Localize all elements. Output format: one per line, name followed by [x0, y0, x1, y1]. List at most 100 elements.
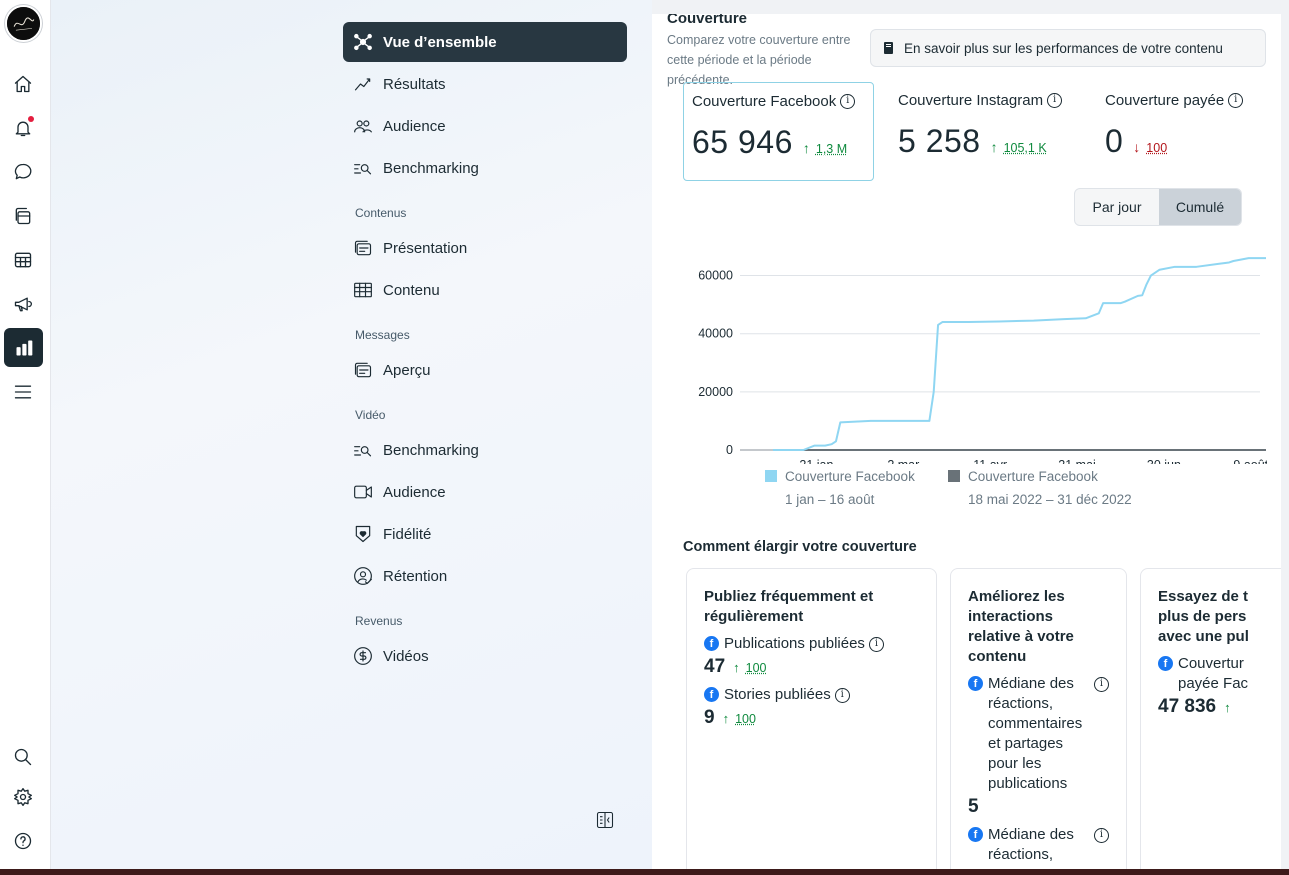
- tip-metric-label: Couvertur payée Fac: [1178, 655, 1249, 692]
- learn-more-button[interactable]: En savoir plus sur les performances de v…: [870, 29, 1266, 67]
- legend-label: Couverture Facebook: [785, 469, 915, 484]
- tip-card-interactions: Améliorez les interactions relative à vo…: [950, 568, 1127, 869]
- metric-paid-reach[interactable]: Couverture payée i 0 ↓ 100: [1097, 82, 1281, 181]
- tip-metric-change: 100: [745, 661, 767, 675]
- nav-item-content[interactable]: Contenu: [343, 270, 627, 310]
- nav-item-label: Aperçu: [383, 361, 431, 379]
- help-icon[interactable]: [8, 826, 38, 856]
- main-content: Couverture Comparez votre couverture ent…: [652, 0, 1289, 869]
- legend-period: 18 mai 2022 – 31 déc 2022: [968, 492, 1132, 507]
- nav-item-retention[interactable]: Rétention: [343, 556, 627, 596]
- coverage-card: Couverture Comparez votre couverture ent…: [652, 14, 1281, 869]
- metric-label: Couverture Instagram: [898, 92, 1044, 109]
- info-icon[interactable]: i: [840, 94, 856, 109]
- info-icon[interactable]: i: [1094, 828, 1109, 843]
- arrow-up-icon: ↑: [990, 139, 998, 155]
- nav-item-audience[interactable]: Audience: [343, 106, 627, 146]
- metric-value: 0: [1105, 123, 1124, 159]
- tip-metric-value: 9: [704, 707, 715, 728]
- bell-icon[interactable]: [8, 113, 38, 143]
- info-icon[interactable]: i: [1094, 677, 1109, 692]
- megaphone-icon[interactable]: [8, 289, 38, 319]
- home-icon[interactable]: [8, 69, 38, 99]
- info-icon[interactable]: i: [834, 688, 850, 703]
- arrow-up-icon: ↑: [722, 711, 730, 726]
- y-tick-label: 40000: [698, 327, 733, 341]
- x-tick-label: 30 jun: [1147, 458, 1181, 464]
- nav-item-label: Rétention: [383, 567, 448, 585]
- metric-label: Couverture payée: [1105, 92, 1225, 109]
- nav-item-label: Audience: [383, 483, 446, 501]
- x-tick-label: 11 avr: [973, 458, 1007, 464]
- info-icon[interactable]: i: [1047, 93, 1063, 108]
- tip-title: Améliorez les interactions relative à vo…: [968, 588, 1074, 665]
- book-icon: [884, 42, 893, 54]
- cards-icon: [353, 238, 373, 258]
- user-check-icon: [353, 566, 373, 586]
- metric-change: 105,1 K: [1003, 141, 1047, 155]
- shield-heart-icon: [353, 524, 373, 544]
- x-tick-label: 9 août: [1233, 458, 1267, 464]
- calendar-table-icon[interactable]: [8, 245, 38, 275]
- nav-item-results[interactable]: Résultats: [343, 64, 627, 104]
- search-icon[interactable]: [8, 742, 38, 772]
- series-line-current: [773, 257, 1266, 451]
- nav-item-presentation[interactable]: Présentation: [343, 228, 627, 268]
- nav-item-label: Vidéos: [383, 647, 429, 665]
- menu-icon[interactable]: [8, 377, 38, 407]
- page-avatar[interactable]: [5, 5, 42, 42]
- tip-metric-change: 100: [735, 712, 756, 726]
- section-video: Vidéo: [355, 408, 386, 422]
- x-tick-label: 21 jan: [799, 458, 833, 464]
- legend-swatch: [948, 470, 960, 482]
- per-day-button[interactable]: Par jour: [1092, 199, 1142, 215]
- metric-instagram-reach[interactable]: Couverture Instagram i 5 258 ↑ 105,1 K: [890, 82, 1085, 181]
- tip-metric-value: 47: [704, 656, 726, 677]
- cumulative-button[interactable]: Cumulé: [1159, 189, 1241, 225]
- settings-icon[interactable]: [8, 782, 38, 812]
- nav-item-label: Benchmarking: [383, 159, 479, 177]
- nav-item-label: Résultats: [383, 75, 446, 93]
- arrow-up-icon: ↑: [802, 140, 810, 156]
- info-icon[interactable]: i: [1228, 93, 1244, 108]
- content-icon[interactable]: [8, 201, 38, 231]
- facebook-icon: f: [1158, 656, 1173, 671]
- metric-facebook-reach[interactable]: Couverture Facebook i 65 946 ↑ 1,3 M: [683, 82, 874, 181]
- metric-change: 1,3 M: [815, 142, 848, 156]
- legend-previous: Couverture Facebook 18 mai 2022 – 31 déc…: [948, 469, 1132, 507]
- section-revenue: Revenus: [355, 614, 403, 628]
- tip-metric-value: 5: [968, 796, 979, 817]
- nav-item-loyalty[interactable]: Fidélité: [343, 514, 627, 554]
- chat-icon[interactable]: [8, 157, 38, 187]
- notification-dot: [28, 116, 34, 122]
- tip-title: Publiez fréquemment et régulièrement: [704, 588, 874, 625]
- benchmark-search-icon: [353, 440, 373, 460]
- tip-metric-label: Médiane des réactions, commentaires et p…: [988, 675, 1083, 792]
- metric-value: 65 946: [692, 124, 793, 160]
- tip-metric-label: Médiane des réactions,: [988, 826, 1074, 863]
- video-camera-icon: [353, 482, 373, 502]
- nav-item-videos[interactable]: Vidéos: [343, 636, 627, 676]
- benchmark-search-icon: [353, 158, 373, 178]
- insights-icon[interactable]: [4, 328, 43, 367]
- nav-item-video-audience[interactable]: Audience: [343, 472, 627, 512]
- tip-metric-label: Stories publiées: [724, 686, 831, 703]
- nav-item-video-benchmarking[interactable]: Benchmarking: [343, 430, 627, 470]
- nav-item-overview[interactable]: Vue d’ensemble: [343, 22, 627, 62]
- card-subtitle: Comparez votre couverture entre cette pé…: [667, 33, 851, 87]
- tip-title: Essayez de t plus de pers avec une pul: [1158, 588, 1249, 645]
- tip-card-publish: Publiez fréquemment et régulièrement f Pu…: [686, 568, 937, 869]
- insights-nav: Vue d’ensemble Résultats Audience Benchm…: [51, 0, 652, 869]
- y-tick-label: 0: [726, 443, 733, 457]
- collapse-sidebar-icon[interactable]: [595, 810, 615, 830]
- info-icon[interactable]: i: [868, 637, 884, 652]
- tip-card-paid: Essayez de t plus de pers avec une pul f…: [1140, 568, 1281, 869]
- facebook-icon: f: [704, 687, 719, 702]
- y-tick-label: 20000: [698, 385, 733, 399]
- x-tick-label: 2 mar: [887, 458, 919, 464]
- nav-item-benchmarking[interactable]: Benchmarking: [343, 148, 627, 188]
- nav-item-apercu[interactable]: Aperçu: [343, 350, 627, 390]
- icon-rail: [0, 0, 51, 869]
- nav-item-label: Benchmarking: [383, 441, 479, 459]
- arrow-up-icon: ↑: [1224, 700, 1231, 715]
